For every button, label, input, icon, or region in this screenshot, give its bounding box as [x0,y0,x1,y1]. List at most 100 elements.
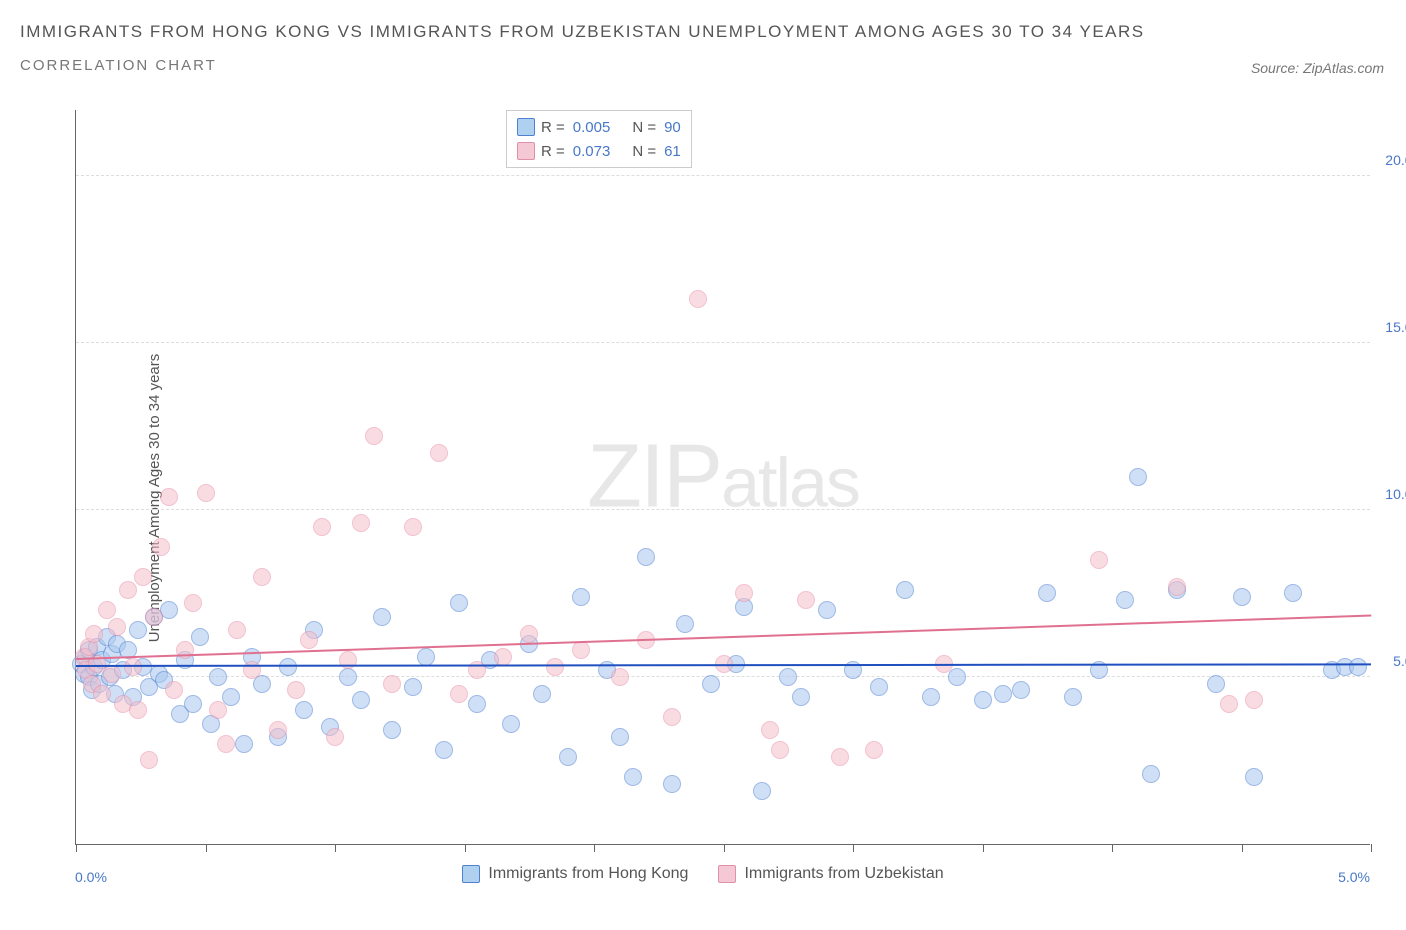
x-tick [594,844,595,852]
legend-stats: R = 0.005 N = 90 R = 0.073 N = 61 [506,110,692,168]
scatter-point [1090,551,1108,569]
scatter-point [1245,691,1263,709]
scatter-point [572,588,590,606]
plot-region: ZIPatlas R = 0.005 N = 90 R = 0.073 N = … [75,110,1370,845]
scatter-point [676,615,694,633]
scatter-point [119,581,137,599]
scatter-point [152,538,170,556]
scatter-point [797,591,815,609]
gridline [76,509,1370,510]
swatch-icon [718,865,736,883]
swatch-icon [462,865,480,883]
scatter-point [922,688,940,706]
legend-item-uz: Immigrants from Uzbekistan [718,865,943,883]
scatter-point [1012,681,1030,699]
scatter-point [98,601,116,619]
scatter-point [948,668,966,686]
scatter-point [735,584,753,602]
x-tick [1112,844,1113,852]
scatter-point [1142,765,1160,783]
y-tick-label: 5.0% [1393,653,1406,669]
y-tick-label: 20.0% [1385,152,1406,168]
legend-series: Immigrants from Hong Kong Immigrants fro… [20,865,1386,883]
scatter-point [373,608,391,626]
scatter-point [217,735,235,753]
scatter-point [235,735,253,753]
legend-r-value: 0.005 [573,119,611,136]
scatter-point [1207,675,1225,693]
scatter-point [295,701,313,719]
legend-n-label: N = [632,143,656,160]
scatter-point [383,675,401,693]
legend-r-value: 0.073 [573,143,611,160]
scatter-point [313,518,331,536]
chart-title: IMMIGRANTS FROM HONG KONG VS IMMIGRANTS … [20,18,1386,45]
scatter-point [1284,584,1302,602]
x-tick [1371,844,1372,852]
scatter-point [269,721,287,739]
scatter-point [287,681,305,699]
gridline [76,175,1370,176]
scatter-point [165,681,183,699]
legend-item-label: Immigrants from Hong Kong [488,865,688,883]
legend-stats-row-uz: R = 0.073 N = 61 [517,139,681,163]
legend-r-label: R = [541,119,565,136]
legend-n-value: 90 [664,119,681,136]
scatter-point [1064,688,1082,706]
scatter-point [326,728,344,746]
scatter-point [1168,578,1186,596]
scatter-point [209,701,227,719]
x-tick [983,844,984,852]
scatter-point [197,484,215,502]
scatter-point [435,741,453,759]
scatter-point [994,685,1012,703]
scatter-point [1245,768,1263,786]
scatter-point [160,488,178,506]
scatter-point [300,631,318,649]
scatter-point [339,668,357,686]
scatter-point [145,608,163,626]
scatter-point [129,621,147,639]
legend-n-label: N = [632,119,656,136]
scatter-point [896,581,914,599]
scatter-point [404,678,422,696]
x-tick [465,844,466,852]
x-tick [1242,844,1243,852]
scatter-point [702,675,720,693]
legend-stats-row-hk: R = 0.005 N = 90 [517,115,681,139]
gridline [76,342,1370,343]
scatter-point [417,648,435,666]
scatter-point [1349,658,1367,676]
scatter-point [1233,588,1251,606]
scatter-point [209,668,227,686]
trend-line [76,615,1371,660]
scatter-point [753,782,771,800]
x-tick [724,844,725,852]
scatter-point [611,728,629,746]
x-tick [76,844,77,852]
scatter-point [468,695,486,713]
scatter-point [184,695,202,713]
scatter-point [383,721,401,739]
scatter-point [140,751,158,769]
legend-item-label: Immigrants from Uzbekistan [744,865,943,883]
scatter-point [572,641,590,659]
x-tick [206,844,207,852]
scatter-point [663,775,681,793]
scatter-point [279,658,297,676]
scatter-point [253,568,271,586]
scatter-point [502,715,520,733]
scatter-point [352,691,370,709]
scatter-point [160,601,178,619]
scatter-point [404,518,422,536]
swatch-icon [517,118,535,136]
scatter-point [184,594,202,612]
scatter-point [1038,584,1056,602]
legend-n-value: 61 [664,143,681,160]
scatter-point [430,444,448,462]
scatter-point [222,688,240,706]
scatter-point [520,625,538,643]
scatter-point [365,427,383,445]
scatter-point [450,685,468,703]
scatter-point [129,701,147,719]
